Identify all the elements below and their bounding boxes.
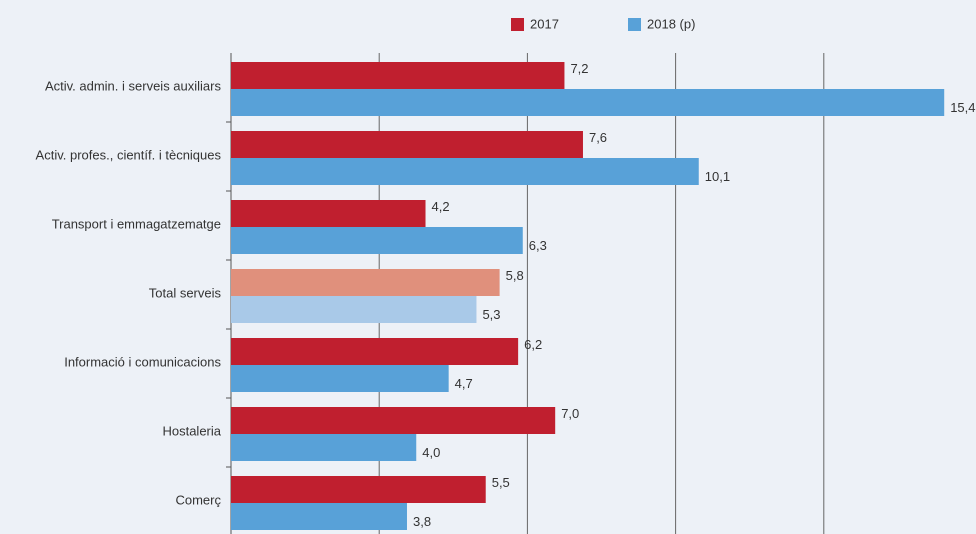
value-label: 4,0 <box>422 445 440 460</box>
value-label: 7,0 <box>561 406 579 421</box>
value-label: 15,4 <box>950 100 975 115</box>
y-tick-label: Informació i comunicacions <box>64 354 221 369</box>
legend-swatch <box>628 18 641 31</box>
y-tick-label: Comerç <box>175 492 221 507</box>
value-label: 10,1 <box>705 169 730 184</box>
bar <box>231 269 500 296</box>
legend-label: 2018 (p) <box>647 16 695 31</box>
bar <box>231 365 449 392</box>
value-label: 7,6 <box>589 130 607 145</box>
bar <box>231 131 583 158</box>
y-tick-label: Transport i emmagatzematge <box>52 216 221 231</box>
y-tick-label: Activ. admin. i serveis auxiliars <box>45 78 222 93</box>
value-label: 3,8 <box>413 514 431 529</box>
value-label: 4,2 <box>432 199 450 214</box>
bar <box>231 200 426 227</box>
bar <box>231 296 477 323</box>
bar <box>231 89 945 116</box>
bar <box>231 407 556 434</box>
value-label: 6,3 <box>529 238 547 253</box>
y-tick-label: Hostaleria <box>162 423 221 438</box>
bar <box>231 503 407 530</box>
bar <box>231 434 417 461</box>
value-label: 4,7 <box>455 376 473 391</box>
bar <box>231 476 486 503</box>
bar <box>231 338 519 365</box>
y-tick-label: Total serveis <box>149 285 222 300</box>
legend-swatch <box>511 18 524 31</box>
value-label: 5,3 <box>482 307 500 322</box>
value-label: 7,2 <box>570 61 588 76</box>
value-label: 5,5 <box>492 475 510 490</box>
bar <box>231 227 523 254</box>
bar <box>231 158 699 185</box>
value-label: 6,2 <box>524 337 542 352</box>
value-label: 5,8 <box>506 268 524 283</box>
legend-label: 2017 <box>530 16 559 31</box>
bar <box>231 62 565 89</box>
y-tick-label: Activ. profes., científ. i tècniques <box>36 147 222 162</box>
